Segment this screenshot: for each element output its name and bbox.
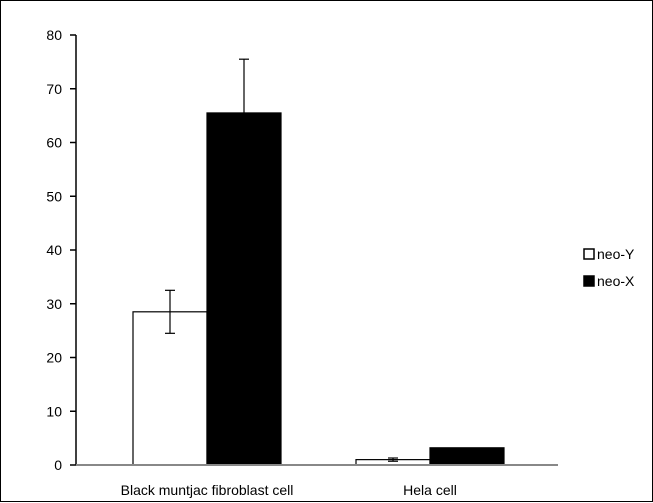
x-axis: Black muntjac fibroblast cell Hela cell <box>76 464 558 498</box>
y-tick-label: 80 <box>46 27 62 43</box>
y-tick-label: 0 <box>54 457 62 473</box>
y-tick-label: 40 <box>46 242 62 258</box>
y-tick-label: 30 <box>46 296 62 312</box>
x-category-label: Hela cell <box>403 482 457 498</box>
bar-neo-Y-0 <box>132 311 208 466</box>
legend-swatch-neo-X <box>583 275 595 287</box>
bar-neo-X-1 <box>429 447 505 466</box>
y-tick-label: 60 <box>46 135 62 151</box>
y-tick-label: 70 <box>46 81 62 97</box>
legend-swatch-neo-Y <box>583 248 595 260</box>
x-category-label: Black muntjac fibroblast cell <box>121 482 294 498</box>
y-tick-label: 10 <box>46 403 62 419</box>
bars <box>132 112 505 466</box>
legend: neo-Y neo-X <box>583 246 635 289</box>
legend-label-neo-Y: neo-Y <box>597 246 635 262</box>
error-bars <box>165 58 398 462</box>
y-tick-label: 50 <box>46 188 62 204</box>
legend-label-neo-X: neo-X <box>597 273 635 289</box>
y-axis: 0 10 20 30 40 50 60 70 80 <box>46 27 77 473</box>
y-tick-label: 20 <box>46 350 62 366</box>
